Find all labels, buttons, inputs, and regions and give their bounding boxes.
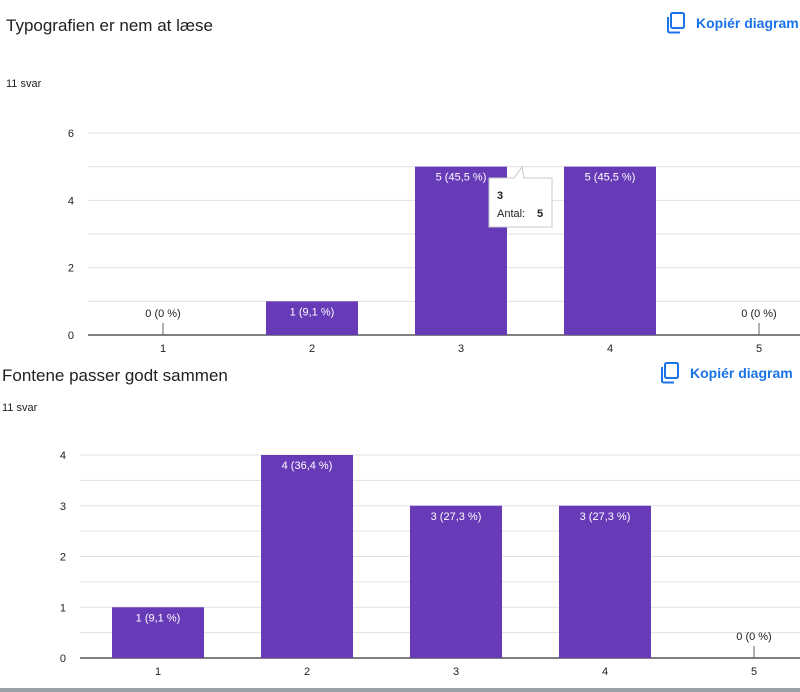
bar-data-label: 5 (45,5 %) — [436, 172, 487, 184]
x-tick-label: 3 — [458, 343, 464, 355]
copy-icon — [667, 12, 685, 34]
y-tick-label: 2 — [60, 552, 66, 564]
y-tick-label: 4 — [68, 195, 74, 207]
bar-data-label: 0 (0 %) — [145, 308, 180, 320]
copy-chart-button[interactable]: Kopiér diagram — [666, 12, 799, 34]
bar-data-label: 1 (9,1 %) — [136, 612, 181, 624]
chart-section-2: Fontene passer godt sammen Kopiér diagra… — [0, 360, 800, 692]
y-tick-label: 4 — [60, 450, 66, 462]
bar[interactable] — [564, 166, 656, 335]
bar-data-label: 4 (36,4 %) — [282, 460, 333, 472]
bar[interactable] — [559, 505, 651, 658]
tooltip-count-label: Antal: — [497, 208, 525, 220]
x-tick-label: 2 — [309, 343, 315, 355]
copy-icon — [661, 362, 679, 384]
bar-chart-2: 0 1 2 3 4 1 (9,1 %) 1 4 (36,4 %) 2 3 (27,3 %) 3 3 (… — [60, 450, 800, 675]
y-tick-label: 1 — [60, 602, 66, 614]
x-tick-label: 2 — [304, 666, 310, 675]
question-title: Fontene passer godt sammen — [2, 366, 228, 385]
tooltip-count-value: 5 — [537, 208, 543, 220]
bar-data-label: 3 (27,3 %) — [431, 511, 482, 523]
divider — [0, 688, 800, 692]
bar[interactable] — [410, 505, 502, 658]
bar-data-label: 3 (27,3 %) — [580, 511, 631, 523]
chart-section-1: Typografien er nem at læse Kopiér diagra… — [6, 12, 800, 355]
bar[interactable] — [261, 455, 353, 658]
x-tick-label: 1 — [155, 666, 161, 675]
x-tick-label: 5 — [751, 666, 757, 675]
bar-chart-1: 0 2 4 6 0 (0 %) 1 1 (9,1 %) 2 5 (45,5 %) 3 5 (45,5… — [68, 128, 800, 355]
y-tick-label: 3 — [60, 501, 66, 513]
y-tick-label: 0 — [60, 653, 66, 665]
y-tick-label: 2 — [68, 263, 74, 275]
y-tick-label: 0 — [68, 330, 74, 342]
bar-data-label: 0 (0 %) — [741, 308, 776, 320]
x-tick-label: 3 — [453, 666, 459, 675]
x-tick-label: 4 — [607, 343, 613, 355]
bar-data-label: 1 (9,1 %) — [290, 306, 335, 318]
bar-data-label: 0 (0 %) — [736, 631, 771, 643]
copy-chart-button[interactable]: Kopiér diagram — [660, 362, 793, 384]
copy-chart-label: Kopiér diagram — [690, 365, 793, 381]
x-tick-label: 5 — [756, 343, 762, 355]
x-tick-label: 4 — [602, 666, 608, 675]
y-tick-label: 6 — [68, 128, 74, 140]
response-count: 11 svar — [2, 402, 38, 414]
bar[interactable] — [266, 301, 358, 335]
x-tick-label: 1 — [160, 343, 166, 355]
copy-chart-label: Kopiér diagram — [696, 15, 799, 31]
bar[interactable] — [112, 607, 204, 658]
bar-data-label: 5 (45,5 %) — [585, 172, 636, 184]
question-title: Typografien er nem at læse — [6, 16, 213, 35]
response-count: 11 svar — [6, 78, 42, 90]
bar-tooltip: 3 Antal: 5 — [488, 165, 553, 228]
tooltip-category: 3 — [497, 190, 503, 202]
tooltip-box — [488, 165, 553, 228]
